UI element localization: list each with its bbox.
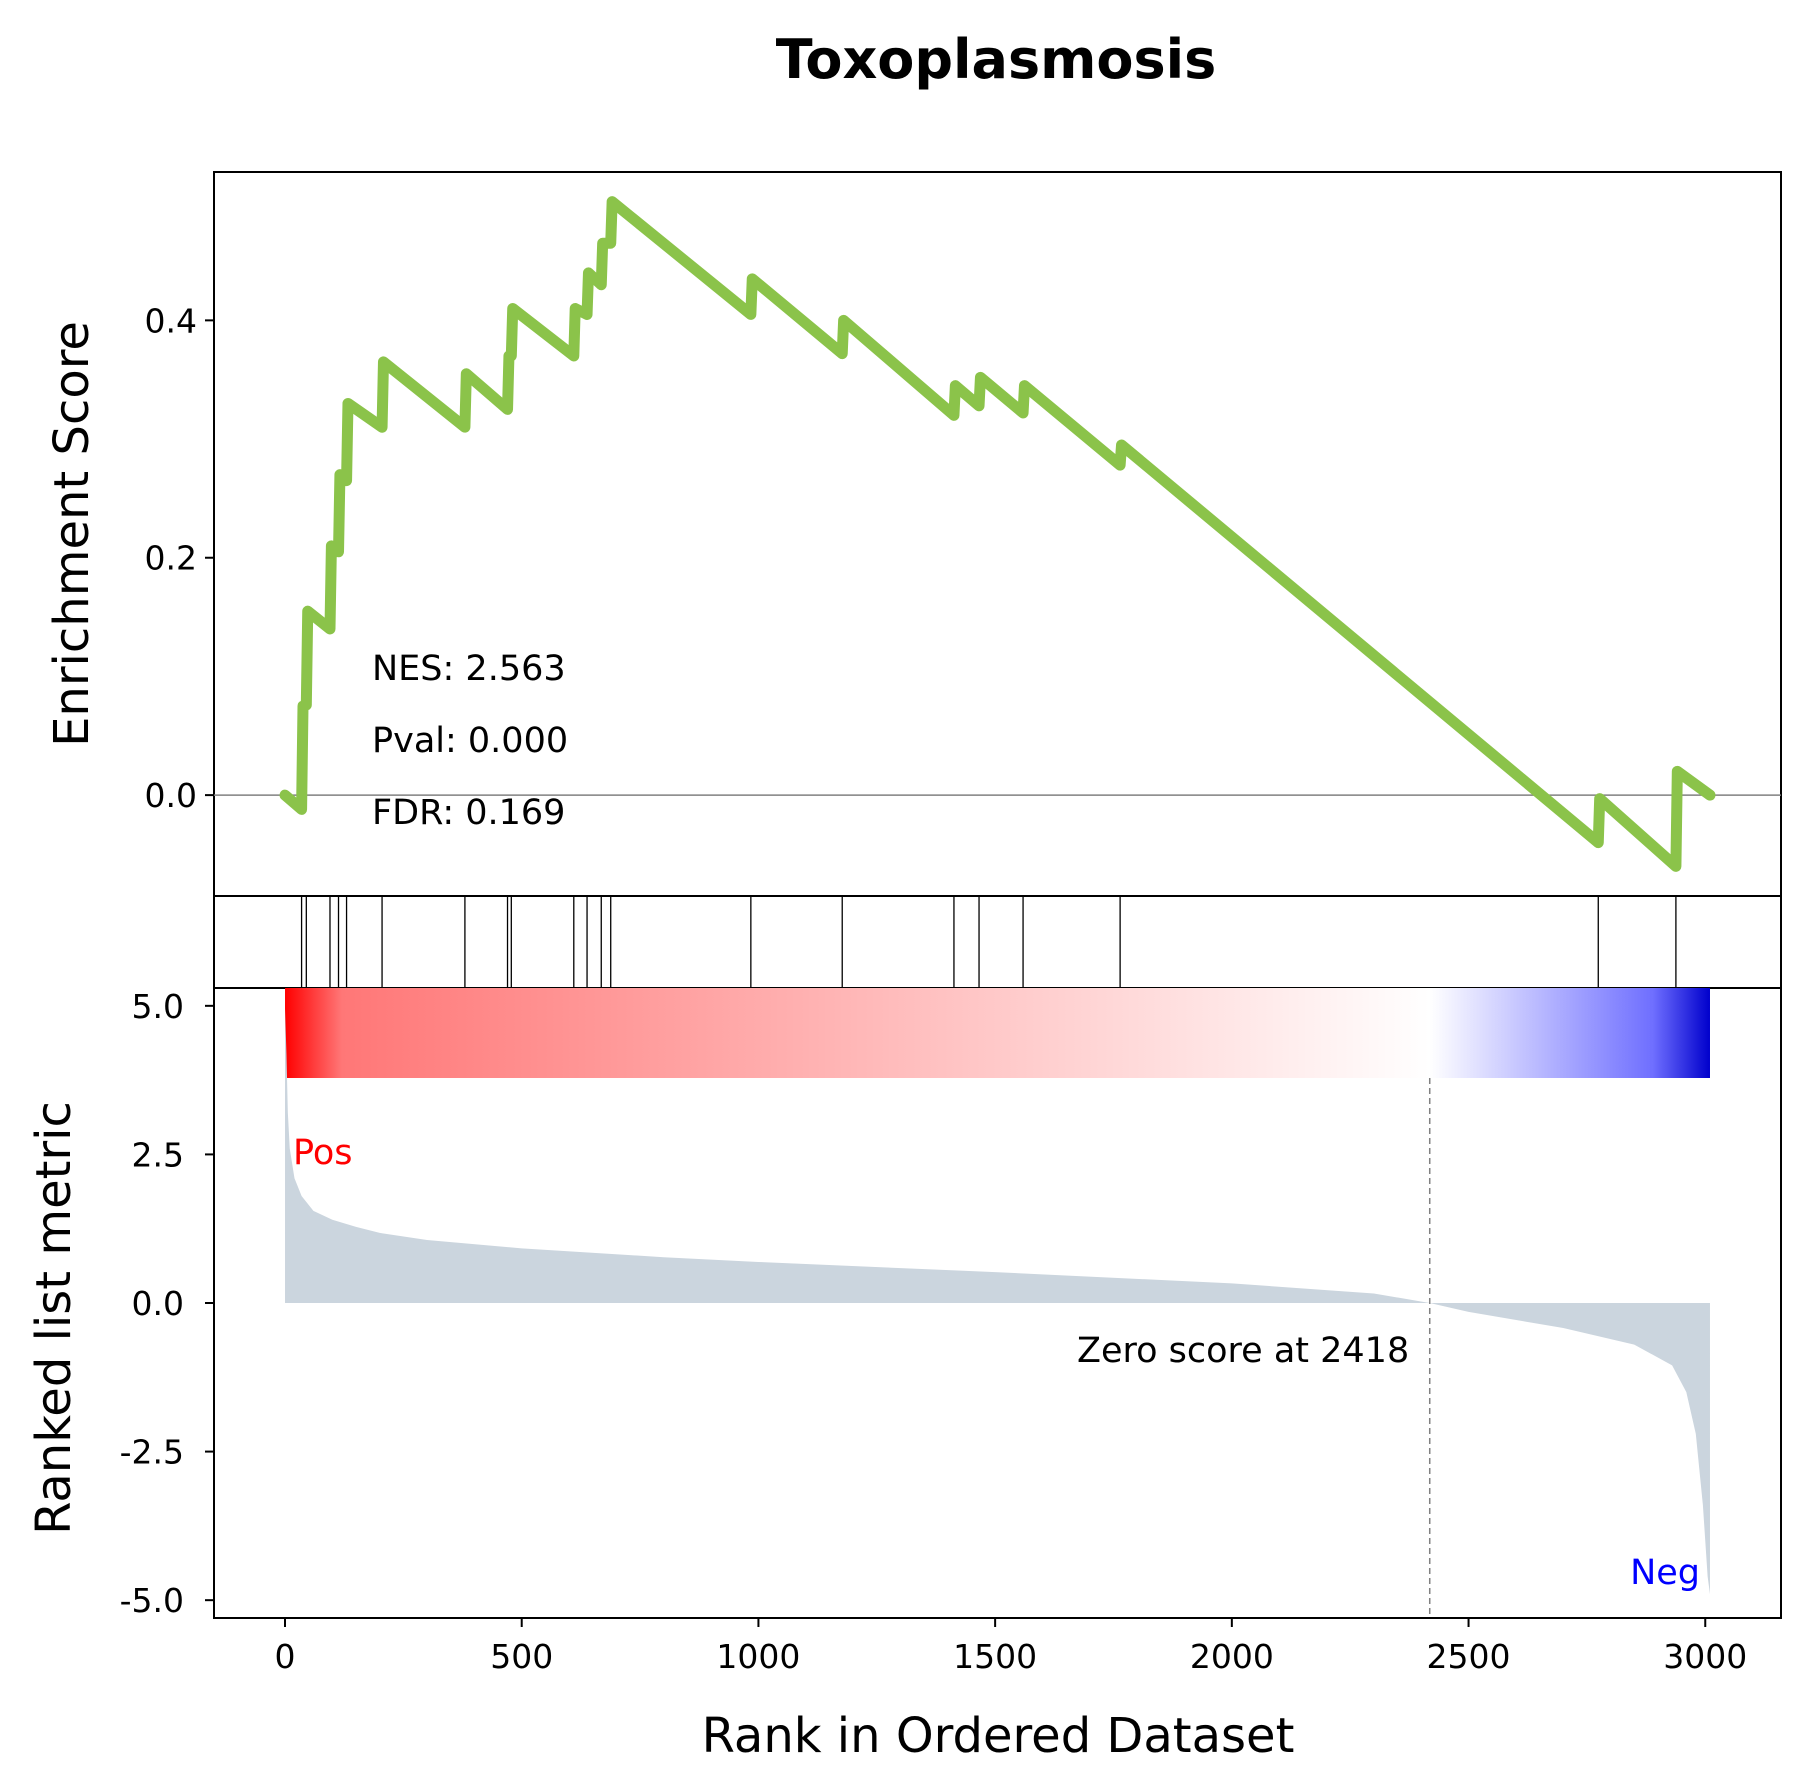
x-axis-label: Rank in Ordered Dataset	[702, 1708, 1295, 1764]
x-tick-label: 2500	[1427, 1637, 1511, 1676]
x-tick-label: 500	[490, 1637, 553, 1676]
chart-title: Toxoplasmosis	[776, 28, 1217, 91]
x-tick-label: 2000	[1190, 1637, 1274, 1676]
ranked-metric-area	[285, 1008, 1710, 1595]
nes-label: NES: 2.563	[372, 649, 566, 689]
zero-score-label: Zero score at 2418	[1077, 1331, 1409, 1371]
enrichment-y-tick-label: 0.2	[145, 539, 197, 578]
ranked-metric-y-tick-label: -2.5	[120, 1433, 184, 1472]
ranked-metric-y-tick-label: 5.0	[132, 987, 184, 1026]
neg-label: Neg	[1630, 1553, 1700, 1593]
ranked-metric-y-tick-label: 2.5	[132, 1135, 184, 1174]
x-tick-label: 3000	[1663, 1637, 1747, 1676]
enrichment-y-label: Enrichment Score	[44, 321, 100, 747]
enrichment-y-tick-label: 0.0	[145, 776, 197, 815]
ranked-metric-y-label: Ranked list metric	[26, 1101, 82, 1535]
x-tick-label: 1000	[716, 1637, 800, 1676]
pos-label: Pos	[293, 1133, 353, 1173]
ranked-metric-y-tick-label: -5.0	[120, 1581, 184, 1620]
enrichment-y-tick-label: 0.4	[145, 301, 197, 340]
fdr-label: FDR: 0.169	[372, 793, 565, 833]
x-axis-ticks: 0 500 1000 1500 2000 2500 3000	[275, 1618, 1747, 1676]
x-tick-label: 0	[275, 1637, 296, 1676]
rank-gradient-bar	[285, 988, 1710, 1078]
ranked-metric-y-ticks: 5.0 2.5 0.0 -2.5 -5.0	[120, 987, 214, 1620]
enrichment-score-line	[279, 196, 1716, 872]
enrichment-y-ticks: 0.0 0.2 0.4	[145, 301, 214, 815]
enrichment-panel	[213, 171, 1782, 897]
hit-lines	[300, 896, 1677, 988]
pval-label: Pval: 0.000	[372, 721, 568, 761]
ranked-metric-y-tick-label: 0.0	[132, 1284, 184, 1323]
x-tick-label: 1500	[953, 1637, 1037, 1676]
hits-panel	[213, 895, 1782, 989]
